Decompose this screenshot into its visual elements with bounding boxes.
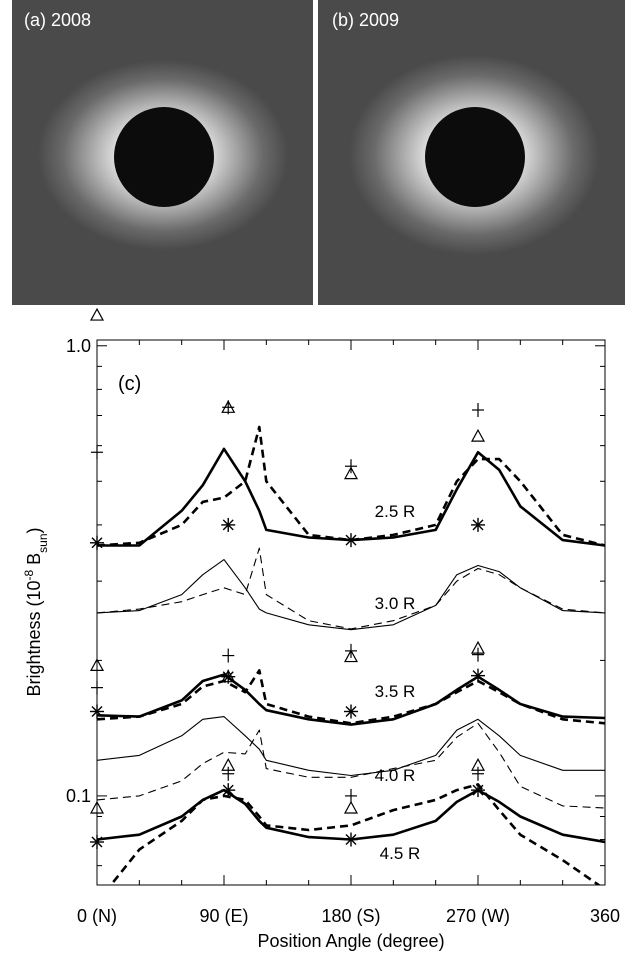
x-tick-label: 270 (W) — [446, 906, 510, 926]
marker-stroke — [91, 309, 103, 320]
y-axis-label-part: B — [24, 553, 44, 570]
marker-triangle — [472, 430, 484, 441]
panel-label: (a) 2008 — [24, 10, 91, 30]
y-axis-label-part: sun — [36, 533, 50, 552]
marker-asterisk — [221, 783, 235, 797]
marker-plus — [222, 767, 234, 781]
marker-plus — [472, 767, 484, 781]
occulter — [114, 107, 214, 207]
marker-asterisk — [221, 518, 235, 532]
marker-plus — [472, 403, 484, 417]
curve-label: 3.5 R — [375, 682, 416, 701]
marker-asterisk — [471, 518, 485, 532]
panel-label: (b) 2009 — [332, 10, 399, 30]
occulter — [425, 107, 525, 207]
curve-label: 4.5 R — [380, 844, 421, 863]
lines — [97, 427, 605, 902]
y-tick-label: 1.0 — [66, 336, 91, 356]
y-axis-label-part: ) — [24, 527, 44, 533]
data-line — [97, 560, 605, 630]
x-tick-label: 0 (N) — [77, 906, 117, 926]
y-axis-label: Brightness (10-8 Bsun) — [22, 527, 50, 696]
marker-asterisk — [471, 783, 485, 797]
y-axis-label-part: -8 — [22, 569, 36, 580]
marker-stroke — [472, 430, 484, 441]
panel-b: (b) 2009 — [318, 0, 625, 305]
x-tick-label: 90 (E) — [199, 906, 248, 926]
marker-asterisk — [90, 835, 104, 849]
marker-plus — [91, 681, 103, 695]
x-axis-label: Position Angle (degree) — [257, 931, 444, 951]
y-tick-label: 0.1 — [66, 786, 91, 806]
x-tick-label: 180 (S) — [321, 906, 380, 926]
marker-asterisk — [344, 705, 358, 719]
curve-label: 4.0 R — [375, 766, 416, 785]
marker-plus — [91, 445, 103, 459]
data-line — [97, 427, 605, 546]
panel-a: (a) 2008 — [12, 0, 313, 305]
marker-asterisk — [344, 833, 358, 847]
curve-label: 2.5 R — [375, 502, 416, 521]
marker-asterisk — [90, 705, 104, 719]
curve-label: 3.0 R — [375, 594, 416, 613]
data-line — [97, 548, 605, 629]
figure: (a) 2008 (b) 2009 (c) Position Angle (de… — [0, 0, 633, 951]
y-axis-label-part: Brightness (10 — [24, 580, 44, 696]
x-tick-label: 360 — [590, 906, 620, 926]
marker-triangle — [91, 309, 103, 320]
panel-label: (c) — [118, 373, 141, 395]
marker-triangle — [345, 802, 357, 813]
marker-stroke — [345, 802, 357, 813]
marker-asterisk — [471, 669, 485, 683]
page: {"panels": [{"label": "(a) 2008"}, {"lab… — [0, 0, 633, 956]
marker-asterisk — [90, 536, 104, 550]
marker-plus — [345, 459, 357, 473]
marker-plus — [222, 649, 234, 663]
marker-asterisk — [344, 533, 358, 547]
